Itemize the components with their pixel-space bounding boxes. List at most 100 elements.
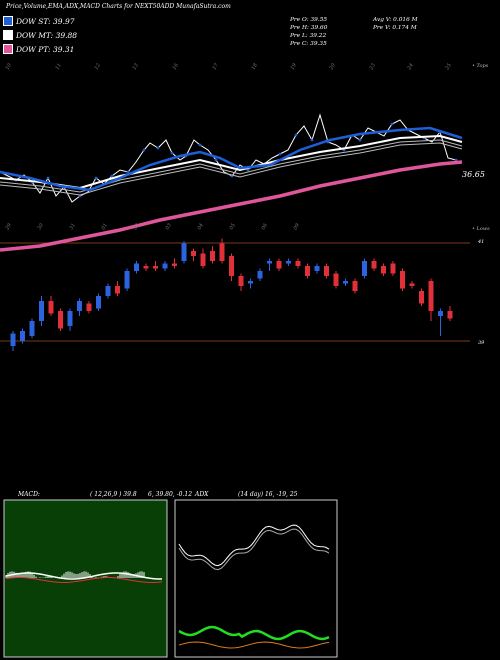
candle-body	[324, 266, 329, 276]
legend-swatch-icon	[3, 44, 13, 54]
candle-body	[162, 263, 168, 269]
date-label: 18	[251, 62, 259, 71]
candle-body	[181, 243, 187, 261]
price-point	[156, 146, 160, 150]
candle-body	[77, 301, 82, 311]
di-minus-line	[178, 641, 330, 649]
date-label: 29	[4, 222, 13, 232]
candle-body	[447, 311, 453, 319]
candle-body	[314, 266, 320, 271]
candle-body	[305, 266, 310, 276]
candle-body	[428, 281, 434, 311]
candle-body	[200, 253, 206, 266]
di-plus-line	[178, 625, 330, 641]
level-41-label: 41	[478, 239, 485, 245]
price-point	[198, 143, 202, 147]
date-label: 20	[328, 62, 337, 72]
date-label: 13	[132, 62, 140, 71]
candle-body	[248, 281, 253, 284]
date-label: 19	[290, 62, 299, 71]
candle-body	[276, 261, 282, 269]
candle-body	[143, 266, 149, 269]
pre-volume: Pre V: 0.174 M	[373, 25, 417, 31]
adx-params: (14 day) 16, -19, 25	[238, 491, 298, 498]
candle-body	[267, 261, 272, 264]
dow-mt-band	[0, 139, 463, 193]
candle-body	[229, 256, 234, 276]
candle-body	[39, 301, 44, 321]
legend-item-dow-pt: DOW PT: 39.31	[3, 44, 74, 54]
candle-body	[219, 243, 225, 261]
date-label: 16	[172, 62, 181, 71]
candle-body	[381, 266, 386, 274]
candle-body	[115, 286, 120, 294]
date-label: 02	[133, 222, 141, 231]
price-point	[94, 176, 98, 180]
legend-swatch-icon	[3, 30, 13, 40]
candle-body	[58, 311, 63, 329]
price-point	[46, 176, 50, 180]
candle-body	[210, 251, 215, 261]
candle-body	[295, 261, 301, 266]
date-label: 10	[5, 62, 14, 71]
chart-title: Price,Volume,EMA,ADX,MACD Charts for NEX…	[6, 3, 231, 10]
tops-label: • Tops	[472, 63, 489, 69]
price-point	[358, 138, 362, 142]
candle-body	[390, 263, 396, 274]
candle-body	[286, 261, 291, 264]
macd-signal-line	[5, 577, 163, 583]
high-value: Pre H: 39.60	[290, 25, 328, 31]
candle-body	[153, 266, 158, 269]
legend-item-dow-mt: DOW MT: 39.88	[3, 30, 77, 40]
lows-label: • Lows	[472, 226, 490, 232]
price-point	[170, 151, 174, 155]
candle-body	[419, 291, 424, 304]
dow-st-line	[0, 126, 463, 192]
candle-body	[48, 301, 54, 314]
candle-body	[96, 296, 101, 309]
candle-body	[124, 271, 130, 289]
candle-body	[20, 331, 25, 341]
date-axis-top: 10 11 12 13 16 17 18 19 20 23 24 25	[5, 62, 453, 72]
date-label: 11	[55, 62, 63, 71]
price-point	[278, 152, 282, 156]
price-point	[110, 174, 114, 178]
candle-body	[86, 303, 92, 311]
price-point	[294, 133, 298, 137]
price-point	[142, 148, 146, 152]
candle-body	[191, 251, 196, 256]
legend-swatch-icon	[3, 16, 13, 26]
candle-body	[257, 271, 263, 279]
legend-label: DOW ST: 39.97	[16, 16, 75, 26]
price-point	[390, 122, 394, 126]
candle-body	[371, 261, 377, 269]
date-label: 04	[197, 222, 205, 231]
candle-body	[438, 311, 443, 316]
candle-panel	[0, 238, 470, 351]
low-value: Pre L: 39.22	[290, 33, 327, 39]
date-label: 01	[101, 222, 109, 231]
date-label: 25	[444, 62, 453, 71]
candle-body	[362, 261, 367, 276]
candle-body	[172, 263, 177, 266]
candle-body	[105, 286, 111, 296]
legend-label: DOW PT: 39.31	[16, 44, 75, 54]
last-price-label: 36.65	[462, 170, 485, 179]
date-label: 23	[368, 62, 377, 71]
price-point	[126, 170, 130, 174]
date-label: 30	[37, 222, 46, 231]
date-label: 03	[165, 222, 173, 231]
legend-label: DOW MT: 39.88	[16, 30, 78, 40]
date-label: 31	[69, 222, 77, 231]
date-label: 05	[229, 222, 237, 231]
adx-line	[178, 524, 330, 567]
price-point	[246, 168, 250, 172]
legend-item-dow-st: DOW ST: 39.97	[3, 16, 75, 26]
candle-body	[10, 333, 16, 346]
avg-volume: Avg V: 0.016 M	[373, 17, 418, 23]
macd-label: MACD:	[18, 491, 40, 498]
date-label: 12	[94, 62, 102, 71]
dow-pt-line	[0, 160, 463, 252]
price-line	[0, 113, 457, 203]
